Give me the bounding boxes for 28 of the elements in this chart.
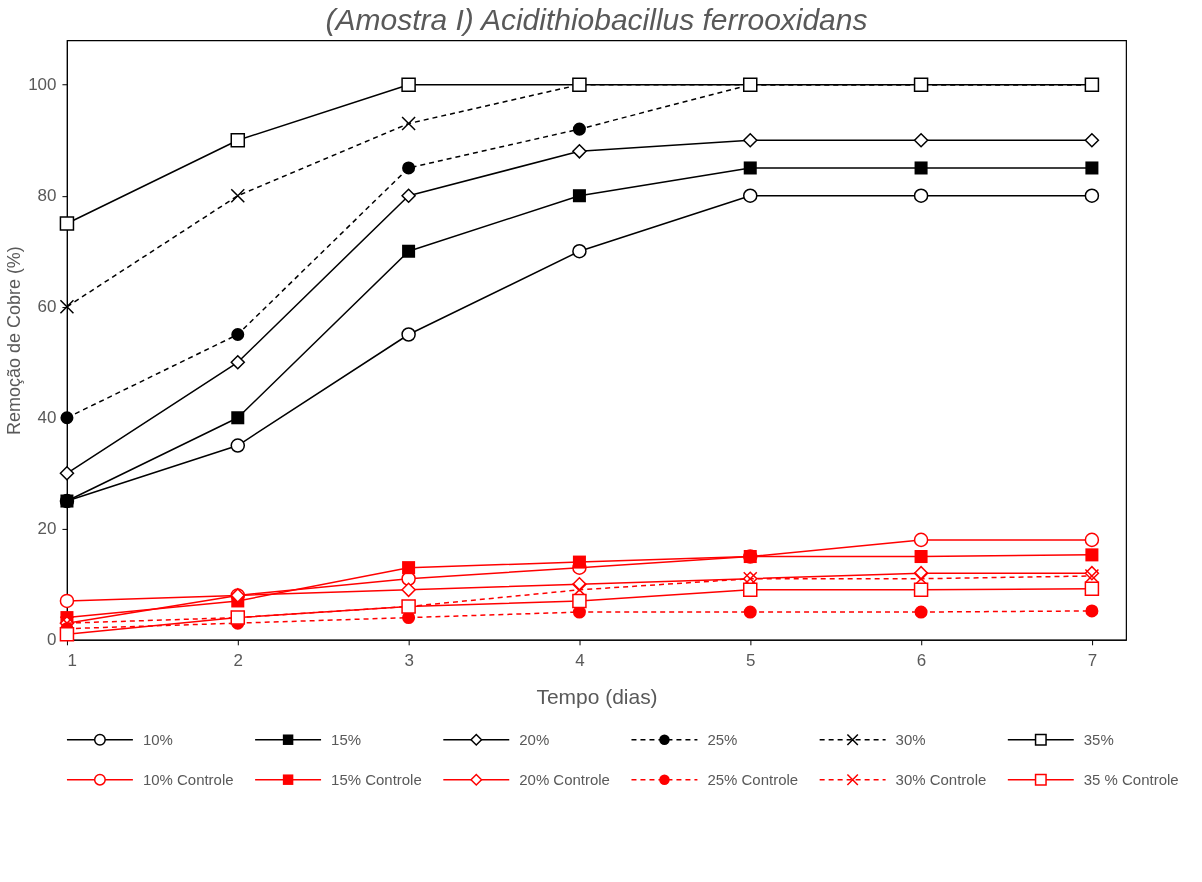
legend-label: 30% [895, 730, 926, 748]
legend-label: 35 % Controle [1083, 770, 1179, 788]
x-tick-label: 5 [746, 651, 756, 671]
legend-label: 20% [519, 730, 550, 748]
y-tick-label: 40 [37, 408, 57, 428]
y-tick-label: 100 [28, 75, 57, 95]
x-axis-title: Tempo (dias) [536, 685, 658, 709]
legend-label: 30% Controle [895, 770, 987, 788]
legend-label: 20% Controle [519, 770, 610, 788]
legend-label: 10% Controle [142, 770, 234, 788]
y-tick-label: 20 [37, 519, 57, 539]
legend-label: 15% [331, 730, 362, 748]
legend-label: 25% Controle [707, 770, 799, 788]
legend-label: 25% [707, 730, 738, 748]
chart-title: (Amostra I) Acidithiobacillus ferrooxidans [325, 3, 868, 37]
y-tick-label: 80 [37, 186, 57, 206]
x-tick-label: 2 [233, 651, 243, 671]
y-tick-label: 60 [37, 297, 57, 317]
x-tick-label: 7 [1087, 651, 1098, 671]
y-tick-label: 0 [47, 630, 57, 650]
x-tick-label: 3 [404, 651, 414, 671]
legend-label: 15% Controle [331, 770, 422, 788]
legend-label: 10% [142, 730, 173, 748]
x-tick-label: 4 [575, 651, 585, 671]
x-tick-label: 6 [916, 651, 927, 671]
legend-label: 35% [1083, 730, 1114, 748]
y-axis-title: Remoção de Cobre (%) [4, 246, 25, 435]
x-tick-label: 1 [67, 651, 77, 671]
